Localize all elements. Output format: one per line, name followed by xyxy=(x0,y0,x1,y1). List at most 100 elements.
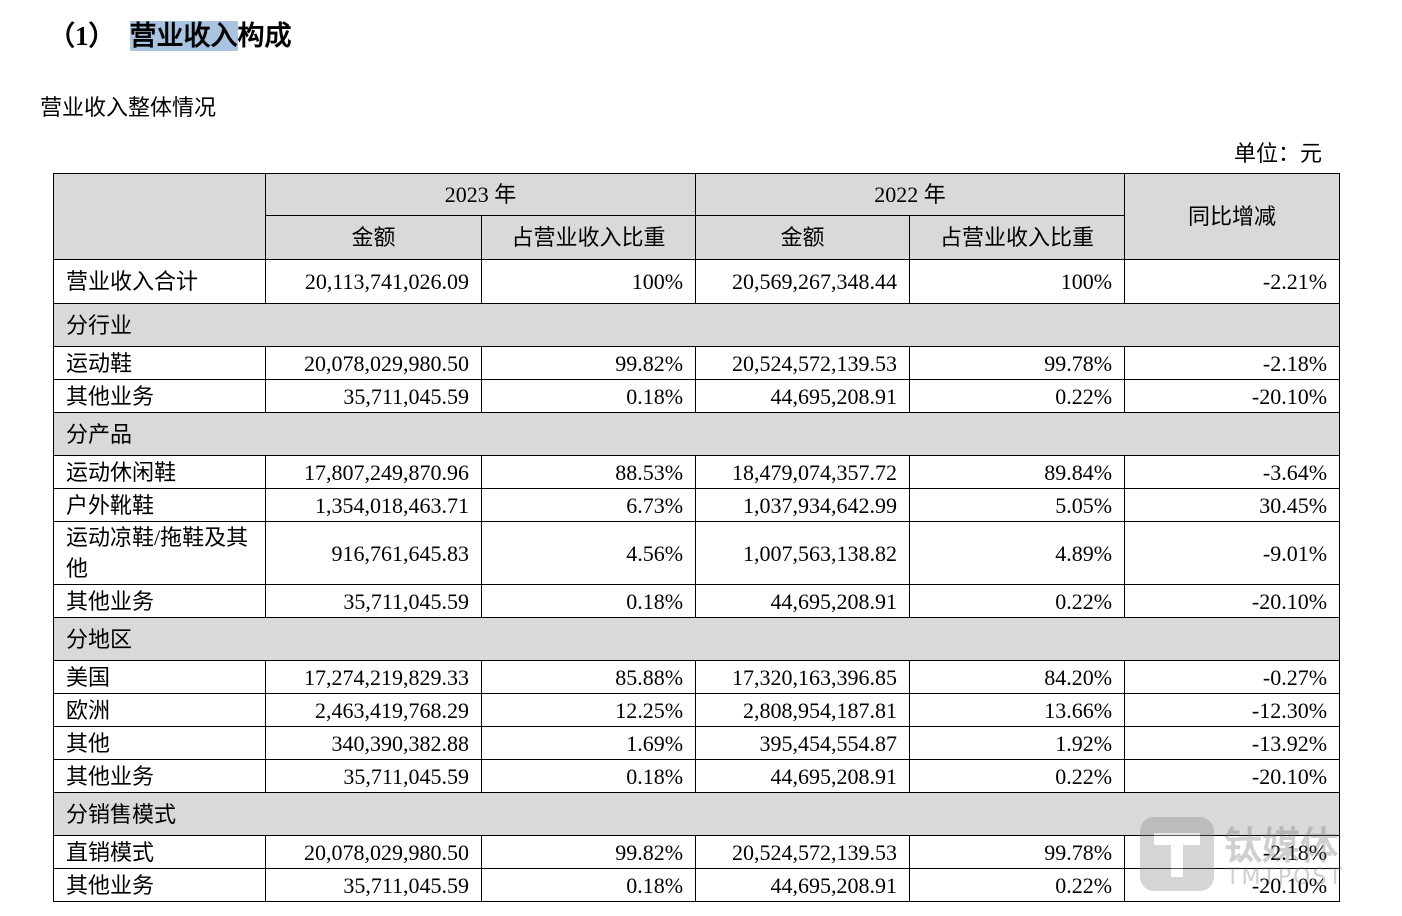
cell: 4.89% xyxy=(909,521,1126,585)
cell: 44,695,208.91 xyxy=(695,584,911,618)
cell: 20,078,029,980.50 xyxy=(265,835,482,869)
cell: 0.18% xyxy=(480,868,697,902)
cell: -9.01% xyxy=(1124,521,1341,585)
cell: 13.66% xyxy=(909,693,1126,727)
cell: -20.10% xyxy=(1124,584,1341,618)
cell: 0.22% xyxy=(909,759,1126,793)
cell: 0.18% xyxy=(480,379,697,413)
cell: 44,695,208.91 xyxy=(695,759,911,793)
data-row: 运动休闲鞋 17,807,249,870.96 88.53% 18,479,074,3… xyxy=(53,455,1341,489)
watermark: 钛媒体 TMTPOST xyxy=(1140,815,1350,895)
section-row: 分产品 xyxy=(52,412,1341,456)
cell: 20,524,572,139.53 xyxy=(695,346,911,380)
column-header: 金额 xyxy=(695,215,911,260)
subtitle: 营业收入整体情况 xyxy=(40,95,217,120)
cell: 17,320,163,396.85 xyxy=(695,660,911,694)
cell: 89.84% xyxy=(909,455,1126,489)
watermark-brand: 钛媒体 xyxy=(1224,824,1339,868)
cell: -2.18% xyxy=(1124,835,1341,869)
cell: -3.64% xyxy=(1124,455,1341,489)
cell: 0.22% xyxy=(909,584,1126,618)
cell: 12.25% xyxy=(480,693,697,727)
row-label: 营业收入合计 xyxy=(53,259,266,304)
cell: 1,037,934,642.99 xyxy=(695,488,911,522)
table-body: 营业收入合计 20,113,741,026.09 100% 20,569,267,34… xyxy=(52,259,1341,902)
cell: 100% xyxy=(480,259,697,304)
section-row: 分销售模式 xyxy=(52,792,1341,836)
row-label: 欧洲 xyxy=(53,693,266,727)
cell: 99.78% xyxy=(909,835,1126,869)
section-label: 分销售模式 xyxy=(52,792,1341,836)
cell: 1.69% xyxy=(480,726,697,760)
cell: 35,711,045.59 xyxy=(265,759,482,793)
row-label: 美国 xyxy=(53,660,266,694)
cell: 0.18% xyxy=(480,584,697,618)
column-header: 占营业收入比重 xyxy=(909,215,1126,260)
row-label: 户外靴鞋 xyxy=(53,488,266,522)
cell: 0.22% xyxy=(909,868,1126,902)
data-row: 其他 340,390,382.88 1.69% 395,454,554.87 1.92%… xyxy=(53,726,1341,760)
row-label: 运动鞋 xyxy=(53,346,266,380)
cell: 99.78% xyxy=(909,346,1126,380)
cell: -20.10% xyxy=(1124,759,1341,793)
cell: 99.82% xyxy=(480,346,697,380)
row-label: 其他业务 xyxy=(53,759,266,793)
data-row: 直销模式 20,078,029,980.50 99.82% 20,524,572,13… xyxy=(53,835,1341,869)
data-row: 其他业务 35,711,045.59 0.18% 44,695,208.91 0.22%… xyxy=(53,379,1341,413)
cell: 340,390,382.88 xyxy=(265,726,482,760)
cell: -20.10% xyxy=(1124,379,1341,413)
data-row: 欧洲 2,463,419,768.29 12.25% 2,808,954,187.81… xyxy=(53,693,1341,727)
corner-cell xyxy=(53,173,266,260)
cell: -20.10% xyxy=(1124,868,1341,902)
cell: 44,695,208.91 xyxy=(695,379,911,413)
cell: 6.73% xyxy=(480,488,697,522)
data-row: 其他业务 35,711,045.59 0.18% 44,695,208.91 0.22%… xyxy=(53,868,1341,902)
cell: 35,711,045.59 xyxy=(265,379,482,413)
cell: 35,711,045.59 xyxy=(265,584,482,618)
cell: 100% xyxy=(909,259,1126,304)
cell: 5.05% xyxy=(909,488,1126,522)
section-row: 分地区 xyxy=(52,617,1341,661)
data-row: 其他业务 35,711,045.59 0.18% 44,695,208.91 0.22%… xyxy=(53,759,1341,793)
column-header: 占营业收入比重 xyxy=(480,215,697,260)
row-label: 直销模式 xyxy=(53,835,266,869)
cell: 17,807,249,870.96 xyxy=(265,455,482,489)
row-label: 其他业务 xyxy=(53,584,266,618)
cell: 1,007,563,138.82 xyxy=(695,521,911,585)
cell: 85.88% xyxy=(480,660,697,694)
cell: 84.20% xyxy=(909,660,1126,694)
year-header: 2023 年 xyxy=(264,173,697,216)
cell: 2,463,419,768.29 xyxy=(265,693,482,727)
revenue-table: 2023 年 2022 年 同比增减 金额 占营业收入比重 金额 占营业收入比重… xyxy=(52,173,1341,902)
row-label: 其他业务 xyxy=(53,868,266,902)
cell: 17,274,219,829.33 xyxy=(265,660,482,694)
row-label: 运动休闲鞋 xyxy=(53,455,266,489)
data-row: 户外靴鞋 1,354,018,463.71 6.73% 1,037,934,642.9… xyxy=(53,488,1341,522)
total-row: 营业收入合计 20,113,741,026.09 100% 20,569,267,34… xyxy=(53,259,1341,304)
cell: 0.18% xyxy=(480,759,697,793)
cell: -2.18% xyxy=(1124,346,1341,380)
data-row: 运动凉鞋/拖鞋及其他 916,761,645.83 4.56% 1,007,563,1… xyxy=(53,521,1341,585)
cell: 20,524,572,139.53 xyxy=(695,835,911,869)
section-label: 分地区 xyxy=(52,617,1341,661)
row-label: 其他 xyxy=(53,726,266,760)
data-row: 其他业务 35,711,045.59 0.18% 44,695,208.91 0.22%… xyxy=(53,584,1341,618)
section-label: 分行业 xyxy=(52,303,1341,347)
cell: 20,113,741,026.09 xyxy=(265,259,482,304)
cell: -12.30% xyxy=(1124,693,1341,727)
cell: 99.82% xyxy=(480,835,697,869)
yoy-header: 同比增减 xyxy=(1124,173,1341,260)
unit: 单位：元 xyxy=(1233,141,1322,166)
data-row: 美国 17,274,219,829.33 85.88% 17,320,163,396.… xyxy=(53,660,1341,694)
cell: 395,454,554.87 xyxy=(695,726,911,760)
section-row: 分行业 xyxy=(52,303,1341,347)
heading: （1） 营业收入构成 xyxy=(48,14,292,53)
cell: 88.53% xyxy=(480,455,697,489)
row-label: 运动凉鞋/拖鞋及其他 xyxy=(53,521,266,585)
cell: 916,761,645.83 xyxy=(265,521,482,585)
cell: 35,711,045.59 xyxy=(265,868,482,902)
cell: 20,078,029,980.50 xyxy=(265,346,482,380)
cell: -2.21% xyxy=(1124,259,1341,304)
cell: 18,479,074,357.72 xyxy=(695,455,911,489)
